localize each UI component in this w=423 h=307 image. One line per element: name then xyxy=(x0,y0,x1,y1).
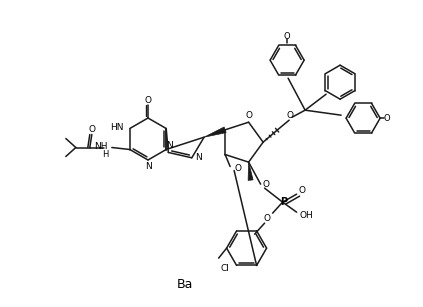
Text: P: P xyxy=(280,197,287,207)
Text: H: H xyxy=(102,150,109,159)
Text: Ba: Ba xyxy=(177,278,193,292)
Text: Cl: Cl xyxy=(220,264,229,273)
Text: O: O xyxy=(287,111,294,120)
Text: O: O xyxy=(235,164,242,173)
Text: O: O xyxy=(145,95,151,104)
Polygon shape xyxy=(204,127,226,137)
Polygon shape xyxy=(248,162,253,181)
Text: HN: HN xyxy=(110,123,124,132)
Text: O: O xyxy=(262,180,269,188)
Text: NH: NH xyxy=(94,142,108,151)
Text: O: O xyxy=(384,114,390,123)
Text: N: N xyxy=(145,161,151,170)
Text: N: N xyxy=(195,153,202,162)
Text: O: O xyxy=(284,32,291,41)
Text: OH: OH xyxy=(300,211,313,220)
Text: O: O xyxy=(245,111,252,120)
Text: O: O xyxy=(263,214,270,223)
Text: N: N xyxy=(166,141,173,150)
Text: O: O xyxy=(298,186,305,195)
Text: O: O xyxy=(88,125,95,134)
